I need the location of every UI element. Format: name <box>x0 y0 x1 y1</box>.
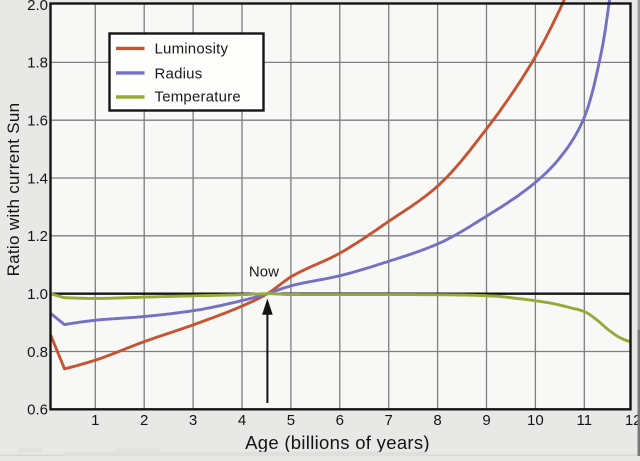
svg-text:12: 12 <box>625 412 640 429</box>
svg-text:0.8: 0.8 <box>27 344 48 361</box>
svg-text:5: 5 <box>287 412 295 429</box>
svg-text:1: 1 <box>91 412 99 429</box>
svg-text:Radius: Radius <box>155 65 203 82</box>
svg-text:1.6: 1.6 <box>27 113 48 130</box>
svg-text:1.0: 1.0 <box>27 286 48 303</box>
svg-text:8: 8 <box>433 412 441 429</box>
svg-text:Ratio with current Sun: Ratio with current Sun <box>4 103 23 277</box>
svg-text:1.8: 1.8 <box>27 55 48 72</box>
svg-text:1.2: 1.2 <box>27 228 48 245</box>
svg-text:1.4: 1.4 <box>27 170 48 187</box>
svg-text:2: 2 <box>140 412 148 429</box>
svg-text:10: 10 <box>527 412 544 429</box>
svg-text:Age (billions of years): Age (billions of years) <box>245 432 430 453</box>
svg-text:Now: Now <box>249 264 279 281</box>
svg-text:4: 4 <box>238 412 246 429</box>
svg-text:6: 6 <box>336 412 344 429</box>
svg-text:11: 11 <box>577 412 593 429</box>
svg-text:9: 9 <box>482 412 490 429</box>
svg-text:Luminosity: Luminosity <box>155 41 229 58</box>
svg-text:2.0: 2.0 <box>27 0 48 14</box>
svg-text:0.6: 0.6 <box>27 402 48 419</box>
svg-text:7: 7 <box>385 412 393 429</box>
svg-text:3: 3 <box>189 412 197 429</box>
svg-text:Temperature: Temperature <box>155 89 241 106</box>
